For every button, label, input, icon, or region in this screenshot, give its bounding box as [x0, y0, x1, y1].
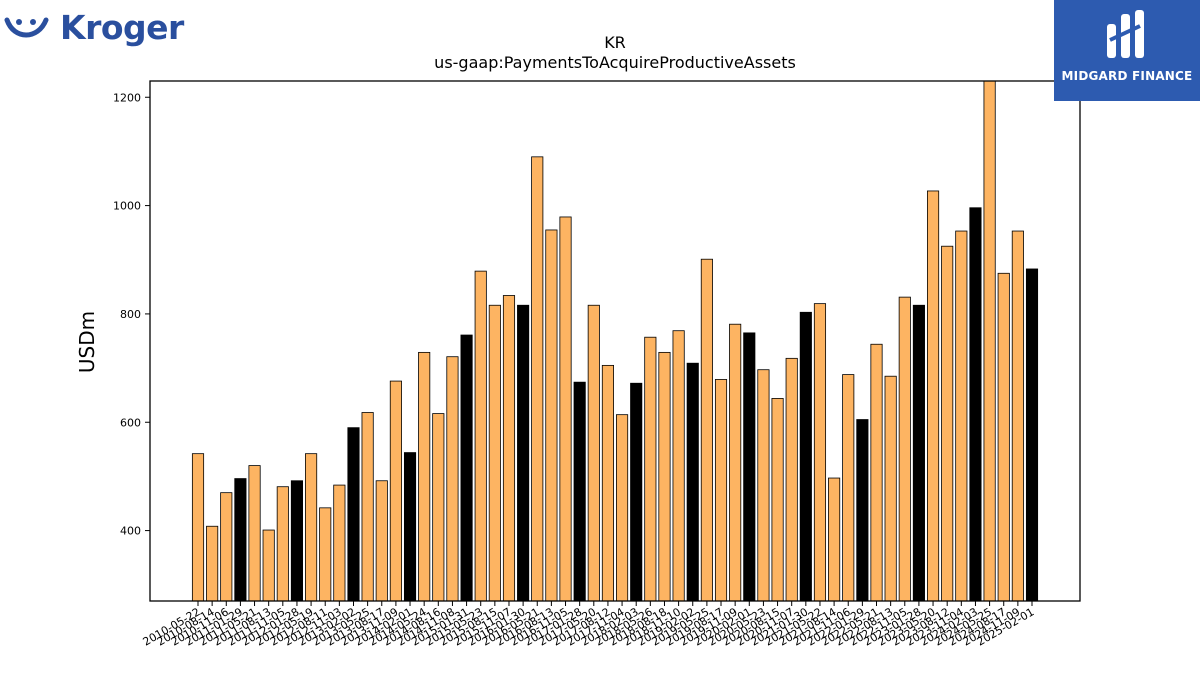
bar	[1011, 230, 1024, 602]
y-tick-label: 1000	[113, 200, 141, 213]
bars-group	[191, 80, 1039, 602]
kroger-logo: Kroger	[4, 2, 184, 56]
y-tick-label: 600	[120, 416, 141, 429]
bar	[870, 343, 883, 602]
bar	[799, 311, 812, 602]
bar	[403, 452, 417, 602]
kroger-logo-text: Kroger	[60, 8, 184, 47]
bar	[220, 492, 233, 602]
chart-title: KR	[604, 33, 626, 52]
bar	[658, 351, 671, 602]
bar	[785, 357, 798, 602]
plot-frame	[149, 80, 1081, 602]
bar	[672, 330, 685, 602]
bar	[276, 486, 289, 602]
bar	[955, 230, 968, 602]
bar	[997, 272, 1010, 602]
bar	[559, 216, 572, 602]
bar	[446, 356, 459, 602]
y-tick-label: 400	[120, 525, 141, 538]
bar	[729, 323, 742, 602]
bar	[616, 414, 629, 602]
bar	[319, 507, 332, 602]
bar	[842, 374, 855, 602]
x-ticks-group: 2010-05-222010-08-142010-11-062011-01-29…	[141, 601, 1037, 649]
midgard-mark-icon	[1107, 10, 1144, 58]
bar	[644, 336, 657, 602]
chart-subtitle: us-gaap:PaymentsToAcquireProductiveAsset…	[434, 53, 796, 72]
bar	[828, 477, 841, 602]
y-tick-label: 1200	[113, 91, 141, 104]
bar	[432, 413, 445, 602]
bar	[290, 480, 304, 602]
bar	[545, 229, 558, 602]
bar	[983, 80, 996, 602]
bar	[347, 427, 360, 602]
y-axis-label: USDm	[75, 311, 99, 373]
kroger-smile-icon	[4, 17, 49, 38]
bar	[375, 480, 388, 602]
bar	[686, 362, 699, 602]
midgard-logo-text: MIDGARD FINANCE	[1061, 69, 1193, 83]
bar	[418, 351, 431, 602]
bar	[700, 258, 713, 602]
bar	[630, 382, 643, 602]
bar	[1025, 268, 1039, 602]
bar	[502, 295, 516, 602]
bar	[517, 304, 530, 602]
bar	[969, 207, 982, 602]
bar	[474, 270, 487, 602]
y-ticks-group: 400 600 800 1000 1200	[113, 91, 150, 538]
bar	[361, 412, 374, 602]
bar	[898, 296, 911, 602]
bar	[248, 465, 261, 602]
bar	[884, 375, 897, 602]
y-tick-label: 800	[120, 308, 141, 321]
bar	[488, 304, 501, 602]
bar	[206, 525, 219, 602]
bar	[941, 245, 954, 602]
bar	[234, 478, 247, 602]
bar	[531, 156, 544, 602]
bar	[601, 364, 614, 602]
bar	[587, 304, 600, 602]
bar	[856, 419, 869, 602]
bar	[813, 303, 827, 602]
bar	[714, 379, 728, 602]
bar	[771, 398, 784, 602]
bar	[191, 453, 205, 602]
bar	[743, 332, 756, 602]
midgard-finance-logo: MIDGARD FINANCE	[1054, 0, 1200, 101]
bar	[927, 190, 940, 602]
bar	[333, 484, 346, 602]
bar	[757, 369, 770, 602]
bar	[460, 334, 473, 602]
bar	[305, 453, 318, 602]
bar	[262, 529, 275, 602]
bar	[389, 380, 402, 602]
bar	[573, 381, 586, 602]
bar	[912, 304, 925, 602]
